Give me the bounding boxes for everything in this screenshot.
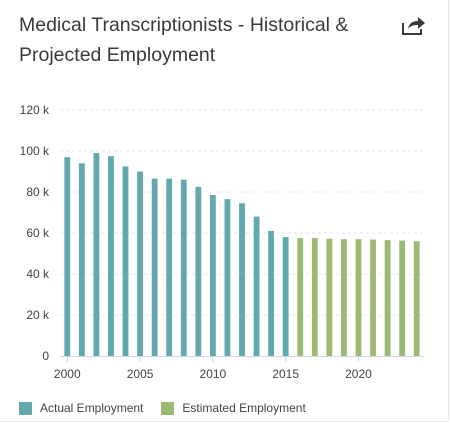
x-tick-label: 2005 — [127, 367, 154, 381]
bar-actual[interactable] — [122, 166, 129, 357]
y-tick-label: 20 k — [26, 308, 50, 322]
bar-actual[interactable] — [253, 216, 260, 356]
bar-estimated[interactable] — [297, 238, 304, 357]
y-tick-label: 0 — [42, 349, 49, 363]
bar-actual[interactable] — [224, 199, 231, 356]
bar-estimated[interactable] — [326, 238, 333, 356]
legend-item-actual[interactable]: Actual Employment — [19, 401, 143, 415]
legend-swatch-estimated — [161, 401, 175, 415]
bar-chart: 0 20 k 40 k 60 k 80 k 100 k 120 k 2000 2005 2010… — [20, 103, 424, 381]
bar-actual[interactable] — [64, 157, 71, 356]
bar-actual[interactable] — [93, 153, 100, 356]
bar-actual[interactable] — [166, 178, 173, 356]
y-tick-label: 40 k — [26, 267, 50, 281]
bar-estimated[interactable] — [399, 240, 406, 356]
bar-estimated[interactable] — [311, 238, 318, 357]
chart-title: Medical Transcriptionists - Historical &… — [19, 14, 349, 66]
bar-actual[interactable] — [78, 163, 85, 356]
x-tick-label: 2000 — [54, 367, 81, 381]
share-arrow-icon[interactable] — [401, 14, 427, 36]
bar-actual[interactable] — [239, 203, 245, 356]
bar-estimated[interactable] — [370, 239, 376, 356]
y-tick-label: 80 k — [26, 185, 50, 199]
legend-label-actual: Actual Employment — [40, 401, 144, 415]
bar-actual[interactable] — [268, 230, 275, 356]
y-axis-ticks: 0 20 k 40 k 60 k 80 k 100 k 120 k — [20, 103, 50, 363]
x-tick-label: 2010 — [200, 367, 227, 381]
bar-estimated[interactable] — [341, 239, 347, 356]
bar-actual[interactable] — [137, 171, 143, 357]
x-tick-label: 2020 — [345, 367, 372, 381]
bar-actual[interactable] — [282, 237, 289, 356]
y-tick-label: 100 k — [20, 144, 50, 158]
bar-actual[interactable] — [151, 178, 158, 356]
bar-actual[interactable] — [195, 186, 202, 357]
bar-actual[interactable] — [209, 195, 216, 356]
bars — [64, 153, 420, 357]
y-tick-label: 120 k — [20, 103, 50, 117]
legend-item-estimated[interactable]: Estimated Employment — [161, 401, 306, 415]
bar-actual[interactable] — [108, 156, 114, 357]
bar-actual[interactable] — [180, 179, 187, 356]
legend-swatch-actual — [19, 401, 32, 415]
bar-estimated[interactable] — [355, 239, 362, 356]
legend-label-estimated: Estimated Employment — [182, 401, 306, 415]
x-tick-label: 2015 — [272, 367, 299, 381]
bar-estimated[interactable] — [384, 240, 391, 356]
x-axis-ticks: 2000 2005 2010 2015 2020 — [54, 356, 372, 381]
bar-estimated[interactable] — [413, 241, 420, 356]
legend: Actual Employment Estimated Employment — [19, 399, 324, 417]
y-tick-label: 60 k — [26, 226, 50, 240]
